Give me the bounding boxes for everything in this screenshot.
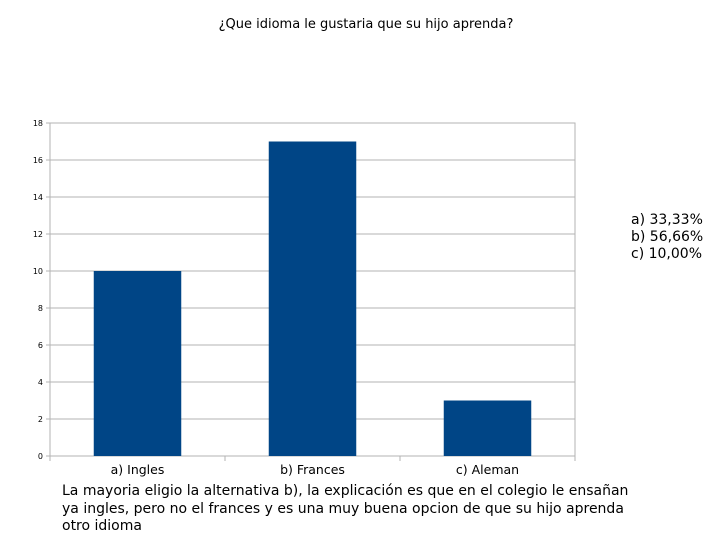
explanation-caption: La mayoria eligio la alternativa b), la … <box>62 483 629 534</box>
y-tick-label: 6 <box>38 341 43 350</box>
y-tick-label: 8 <box>38 304 43 313</box>
y-tick-label: 4 <box>38 378 43 387</box>
percentage-legend: a) 33,33% b) 56,66% c) 10,00% <box>631 212 703 263</box>
bar <box>443 400 532 456</box>
x-category-label: c) Aleman <box>456 462 519 477</box>
bar <box>268 141 357 456</box>
y-tick-label: 10 <box>33 267 43 276</box>
y-tick-label: 18 <box>33 119 43 128</box>
percentage-a: a) 33,33% <box>631 212 703 228</box>
y-tick-label: 14 <box>33 193 43 202</box>
percentage-c: c) 10,00% <box>631 246 702 262</box>
y-tick-label: 2 <box>38 415 43 424</box>
percentage-b: b) 56,66% <box>631 229 704 245</box>
y-tick-label: 16 <box>33 156 43 165</box>
chart-title: ¿Que idioma le gustaria que su hijo apre… <box>218 17 514 32</box>
bar <box>93 271 182 456</box>
x-category-label: b) Frances <box>280 462 345 477</box>
y-tick-label: 12 <box>33 230 43 239</box>
x-category-label: a) Ingles <box>111 462 165 477</box>
y-tick-label: 0 <box>38 452 43 461</box>
